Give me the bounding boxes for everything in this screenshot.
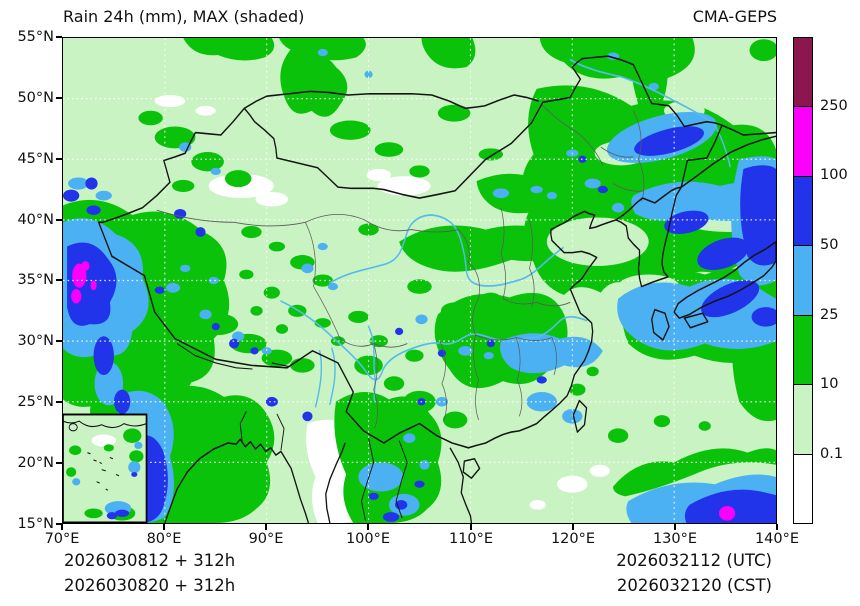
y-axis-tick (56, 36, 62, 38)
y-axis-tick (56, 279, 62, 281)
colorbar-label: 10 (820, 376, 839, 392)
national-boundaries (97, 55, 776, 523)
y-axis-label: 20°N (17, 455, 54, 471)
y-axis-label: 35°N (17, 272, 54, 288)
init-time-cst: 2026030820 + 312h (64, 576, 236, 595)
y-axis-tick (56, 462, 62, 464)
y-axis-label: 40°N (17, 212, 54, 228)
y-axis-tick (56, 97, 62, 99)
colorbar-segment-50-100 (794, 175, 812, 246)
valid-time-utc: 2026032112 (UTC) (616, 551, 772, 570)
colorbar-segment-25-50 (794, 245, 812, 315)
china-rain-map (63, 38, 776, 523)
y-axis-tick (56, 340, 62, 342)
colorbar-segment-100-250 (794, 106, 812, 176)
x-axis-label: 100°E (345, 531, 391, 547)
x-axis-tick (572, 524, 574, 530)
y-axis-label: 45°N (17, 151, 54, 167)
colorbar-label: 50 (820, 237, 839, 253)
init-time-utc: 2026030812 + 312h (64, 551, 236, 570)
colorbar-segment-10-25 (794, 314, 812, 385)
south-china-sea-inset (63, 413, 148, 523)
y-axis-label: 55°N (17, 29, 54, 45)
x-axis-label: 130°E (652, 531, 698, 547)
y-axis-label: 30°N (17, 333, 54, 349)
y-axis-tick (56, 219, 62, 221)
x-axis-tick (776, 524, 778, 530)
x-axis-label: 120°E (550, 531, 596, 547)
rain-shading-magenta (71, 261, 736, 521)
y-axis-label: 25°N (17, 394, 54, 410)
colorbar (793, 37, 813, 524)
x-axis-tick (367, 524, 369, 530)
x-axis-tick (265, 524, 267, 530)
x-axis-tick (61, 524, 63, 530)
x-axis-label: 140°E (754, 531, 800, 547)
x-axis-label: 90°E (248, 531, 284, 547)
figure-title: Rain 24h (mm), MAX (shaded) (63, 7, 305, 26)
rivers (280, 58, 731, 408)
map-plot-area (62, 37, 777, 524)
colorbar-segment-gt250 (794, 38, 812, 107)
province-boundaries (156, 104, 645, 429)
y-axis-tick (56, 401, 62, 403)
x-axis-tick (470, 524, 472, 530)
x-axis-tick (674, 524, 676, 530)
x-axis-tick (163, 524, 165, 530)
colorbar-label: 250 (820, 98, 848, 114)
init-time-block: 2026030812 + 312h 2026030820 + 312h (64, 548, 235, 598)
colorbar-label: 100 (820, 167, 848, 183)
y-axis-tick (56, 523, 62, 525)
y-axis-label: 15°N (17, 516, 54, 532)
y-axis-label: 50°N (17, 90, 54, 106)
x-axis-label: 80°E (146, 531, 182, 547)
y-axis-tick (56, 158, 62, 160)
x-axis-label: 110°E (448, 531, 494, 547)
valid-time-cst: 2026032120 (CST) (616, 576, 772, 595)
x-axis-label: 70°E (44, 531, 80, 547)
model-name: CMA-GEPS (692, 7, 777, 26)
colorbar-label: 25 (820, 307, 839, 323)
colorbar-label: 0.1 (820, 446, 844, 462)
colorbar-segment-lt0p1 (794, 453, 812, 523)
colorbar-segment-0p1-10 (794, 384, 812, 454)
valid-time-block: 2026032112 (UTC) 2026032120 (CST) (616, 548, 772, 598)
